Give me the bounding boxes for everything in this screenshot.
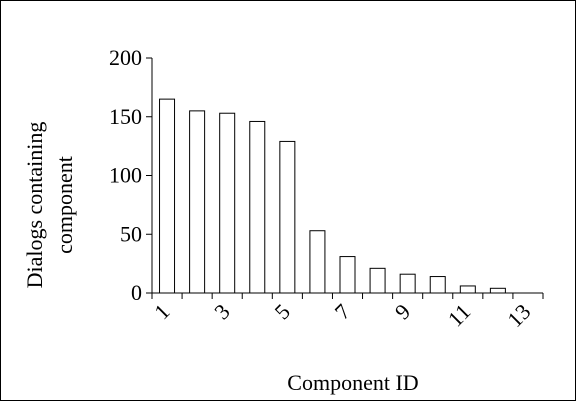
x-tick-label: 3 [209,299,234,324]
y-tick-label: 200 [109,45,142,70]
bar-1 [159,98,176,294]
bar-5 [279,140,296,294]
bar-10 [429,276,446,294]
y-tick-label: 100 [109,163,142,188]
bar-8 [369,267,386,294]
x-tick-label: 11 [443,299,476,332]
x-tick-label: 7 [330,299,355,324]
y-tick-label: 150 [109,104,142,129]
bar-3 [219,112,236,294]
y-axis-label-line-1: Dialogs containing [22,122,47,289]
x-tick-label: 9 [390,299,415,324]
bar-11 [459,285,476,294]
bar-2 [189,110,206,294]
y-axis-label-line-2: component [52,156,77,254]
bar-7 [339,256,356,294]
x-tick-label: 13 [502,299,535,332]
bar-12 [489,287,506,294]
bar-9 [399,273,416,294]
x-tick-label: 1 [149,299,174,324]
x-axis-label: Component ID [287,370,418,395]
y-tick-label: 0 [131,280,142,305]
x-tick-label: 5 [269,299,294,324]
bar-6 [309,230,326,294]
bar-4 [249,120,266,294]
y-tick-label: 50 [120,221,142,246]
